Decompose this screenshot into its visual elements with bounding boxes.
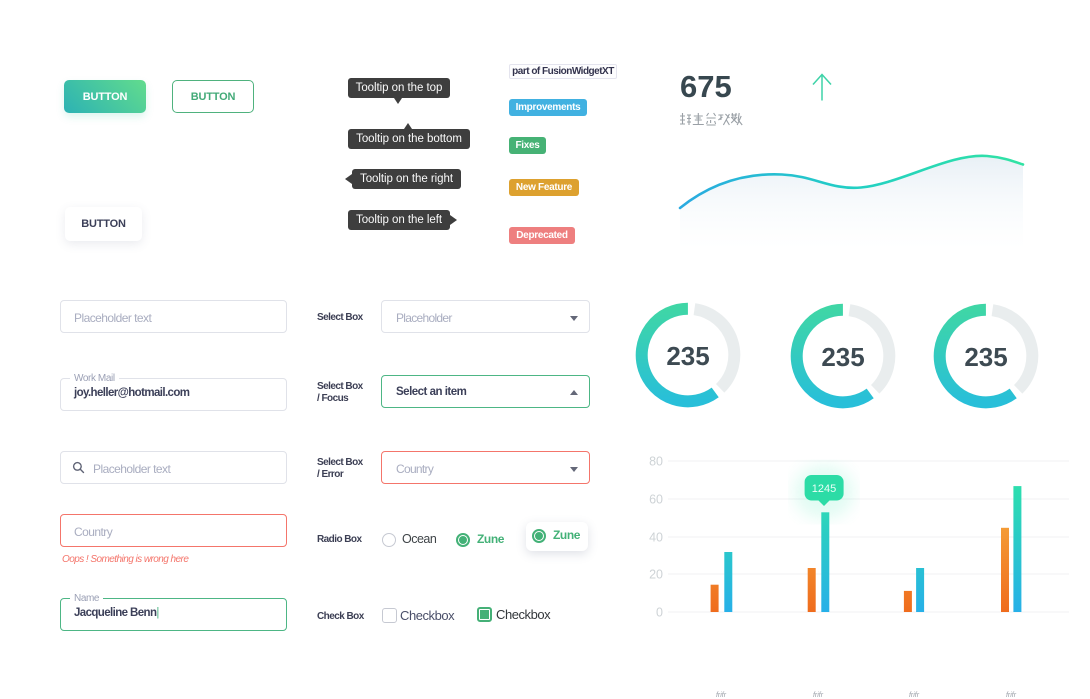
svg-text:20: 20 <box>649 568 663 582</box>
svg-text:frifr: frifr <box>716 692 727 699</box>
svg-text:0: 0 <box>656 606 663 620</box>
svg-text:frifr: frifr <box>813 692 824 699</box>
svg-text:frifr: frifr <box>1006 692 1017 699</box>
svg-text:60: 60 <box>649 493 663 507</box>
svg-text:40: 40 <box>649 531 663 545</box>
svg-text:80: 80 <box>649 455 663 469</box>
svg-text:frifr: frifr <box>909 692 920 699</box>
svg-text:1245: 1245 <box>812 483 836 495</box>
